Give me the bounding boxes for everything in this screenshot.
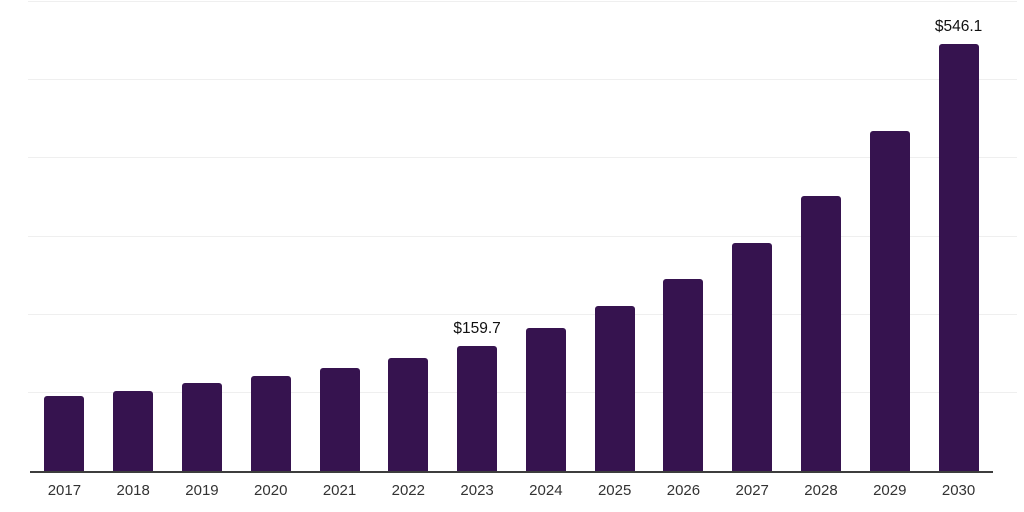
bar-2024: [525, 327, 566, 471]
bar-slot: [99, 0, 168, 471]
bar-slot: [236, 0, 305, 471]
x-tick-label: 2026: [666, 482, 701, 499]
x-tick-label: 2028: [804, 482, 838, 499]
x-tick-label: 2029: [873, 482, 907, 499]
bar-2028: [800, 195, 841, 471]
x-tick-label: 2021: [322, 482, 357, 499]
bar-2026: [663, 279, 704, 471]
bar-slot: $159.7: [443, 0, 512, 471]
x-tick-label: 2027: [735, 482, 769, 499]
bar-slot: [374, 0, 443, 471]
x-tick-label: 2024: [529, 482, 563, 499]
bar-slot: [718, 0, 787, 471]
bar-2019: [181, 382, 222, 471]
bar-slot: [580, 0, 649, 471]
bar-slot: [305, 0, 374, 471]
x-tick-label: 2030: [941, 482, 976, 499]
bar-2018: [113, 390, 154, 471]
x-tick-label: 2023: [460, 482, 494, 499]
x-tick-label: 2019: [185, 482, 219, 499]
bar-slot: [787, 0, 856, 471]
bar-slot: [30, 0, 99, 471]
bar-value-label: $546.1: [934, 18, 983, 36]
bar-2023: [457, 346, 498, 471]
bar-2025: [594, 306, 635, 471]
bar-slot: [855, 0, 924, 471]
bar-value-label: $159.7: [453, 320, 501, 338]
x-tick-label: 2020: [254, 482, 288, 499]
plot-area: $159.7 $546.1: [30, 0, 993, 471]
bar-2027: [732, 242, 773, 471]
bar-slot: $546.1: [924, 0, 993, 471]
bar-slot: [511, 0, 580, 471]
bar-2022: [388, 358, 429, 471]
x-tick-label: 2025: [597, 482, 632, 499]
x-tick-label: 2018: [116, 482, 150, 499]
x-axis-line: [30, 471, 993, 473]
bar-2020: [250, 375, 291, 471]
x-axis-tick-labels: 2017 2018 2019 2020 2021 2022 2023 2024 2025 2026…: [30, 482, 993, 499]
bar-2029: [869, 130, 910, 471]
bar-2017: [44, 396, 85, 471]
x-tick-label: 2022: [391, 482, 425, 499]
bar-2021: [319, 368, 360, 471]
bar-slot: [168, 0, 237, 471]
bar-slot: [649, 0, 718, 471]
x-tick-label: 2017: [47, 482, 82, 499]
bar-2030: [938, 44, 979, 471]
